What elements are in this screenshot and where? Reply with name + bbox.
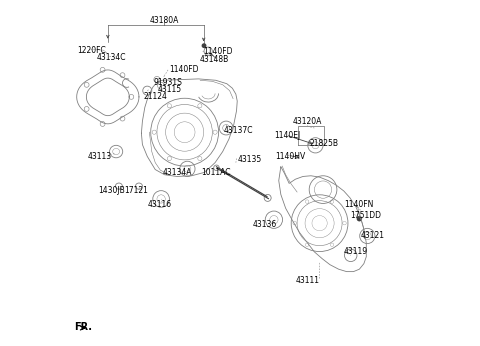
Text: 43134A: 43134A — [162, 168, 192, 177]
Text: 43115: 43115 — [157, 85, 182, 94]
Text: 43113: 43113 — [88, 152, 112, 161]
Text: 43136: 43136 — [253, 220, 277, 229]
Text: 17121: 17121 — [124, 186, 148, 195]
Text: 21124: 21124 — [143, 92, 167, 101]
Text: 43137C: 43137C — [223, 126, 253, 135]
Text: 91931S: 91931S — [154, 78, 182, 87]
Text: 1011AC: 1011AC — [201, 168, 231, 177]
Text: 21825B: 21825B — [309, 139, 338, 148]
Text: 1140FD: 1140FD — [169, 65, 199, 74]
Text: 1140EJ: 1140EJ — [274, 131, 300, 140]
Text: 43121: 43121 — [360, 231, 384, 240]
Text: 43135: 43135 — [237, 155, 262, 164]
Text: 1140FN: 1140FN — [344, 200, 373, 209]
Circle shape — [357, 216, 362, 221]
Text: 43180A: 43180A — [149, 16, 179, 25]
Text: 1140HV: 1140HV — [276, 152, 306, 161]
Text: 43134C: 43134C — [96, 53, 126, 62]
Text: 1751DD: 1751DD — [350, 211, 381, 220]
Text: 1220FC: 1220FC — [77, 46, 106, 55]
Text: FR.: FR. — [74, 322, 93, 332]
Text: 1430JB: 1430JB — [98, 186, 125, 195]
Text: 1140FD: 1140FD — [204, 47, 233, 56]
Text: 43120A: 43120A — [293, 117, 322, 126]
Text: 43148B: 43148B — [199, 55, 228, 64]
Text: 43119: 43119 — [344, 247, 368, 256]
Text: 43116: 43116 — [148, 200, 172, 209]
Text: 43111: 43111 — [296, 276, 320, 285]
Circle shape — [202, 43, 206, 48]
